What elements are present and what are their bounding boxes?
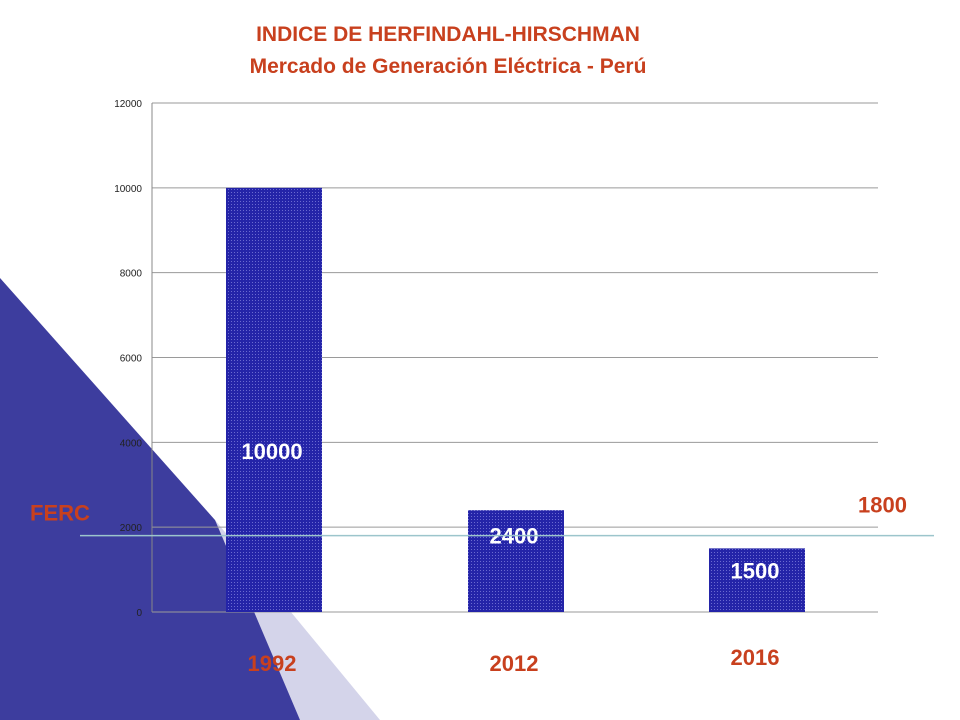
y-tick-label: 6000 [120, 354, 143, 365]
decor-triangle-dark [0, 278, 300, 720]
bar-data-label: 10000 [241, 439, 302, 464]
y-tick-label: 0 [136, 608, 142, 619]
y-tick-labels: 0 2000 4000 6000 8000 10000 12000 [114, 99, 142, 619]
bar-2016 [709, 548, 805, 612]
y-tick-label: 10000 [114, 184, 142, 195]
reference-line-group: FERC 1800 [30, 493, 934, 537]
y-tick-label: 12000 [114, 99, 142, 110]
reference-line-value: 1800 [858, 493, 907, 518]
chart-title: INDICE DE HERFINDAHL-HIRSCHMAN [256, 23, 640, 46]
reference-line-label: FERC [30, 501, 90, 526]
category-labels: 1992 2012 2016 [248, 645, 780, 676]
category-label: 2012 [490, 651, 539, 676]
chart-subtitle: Mercado de Generación Eléctrica - Perú [250, 55, 647, 78]
category-label: 1992 [248, 651, 297, 676]
bar-data-label: 1500 [731, 559, 780, 584]
bar-2012 [468, 510, 564, 612]
y-tick-label: 4000 [120, 438, 143, 449]
bar-1992 [226, 187, 322, 613]
y-tick-label: 2000 [120, 523, 143, 534]
y-tick-label: 8000 [120, 269, 143, 280]
category-label: 2016 [731, 645, 780, 670]
bars [226, 187, 805, 613]
